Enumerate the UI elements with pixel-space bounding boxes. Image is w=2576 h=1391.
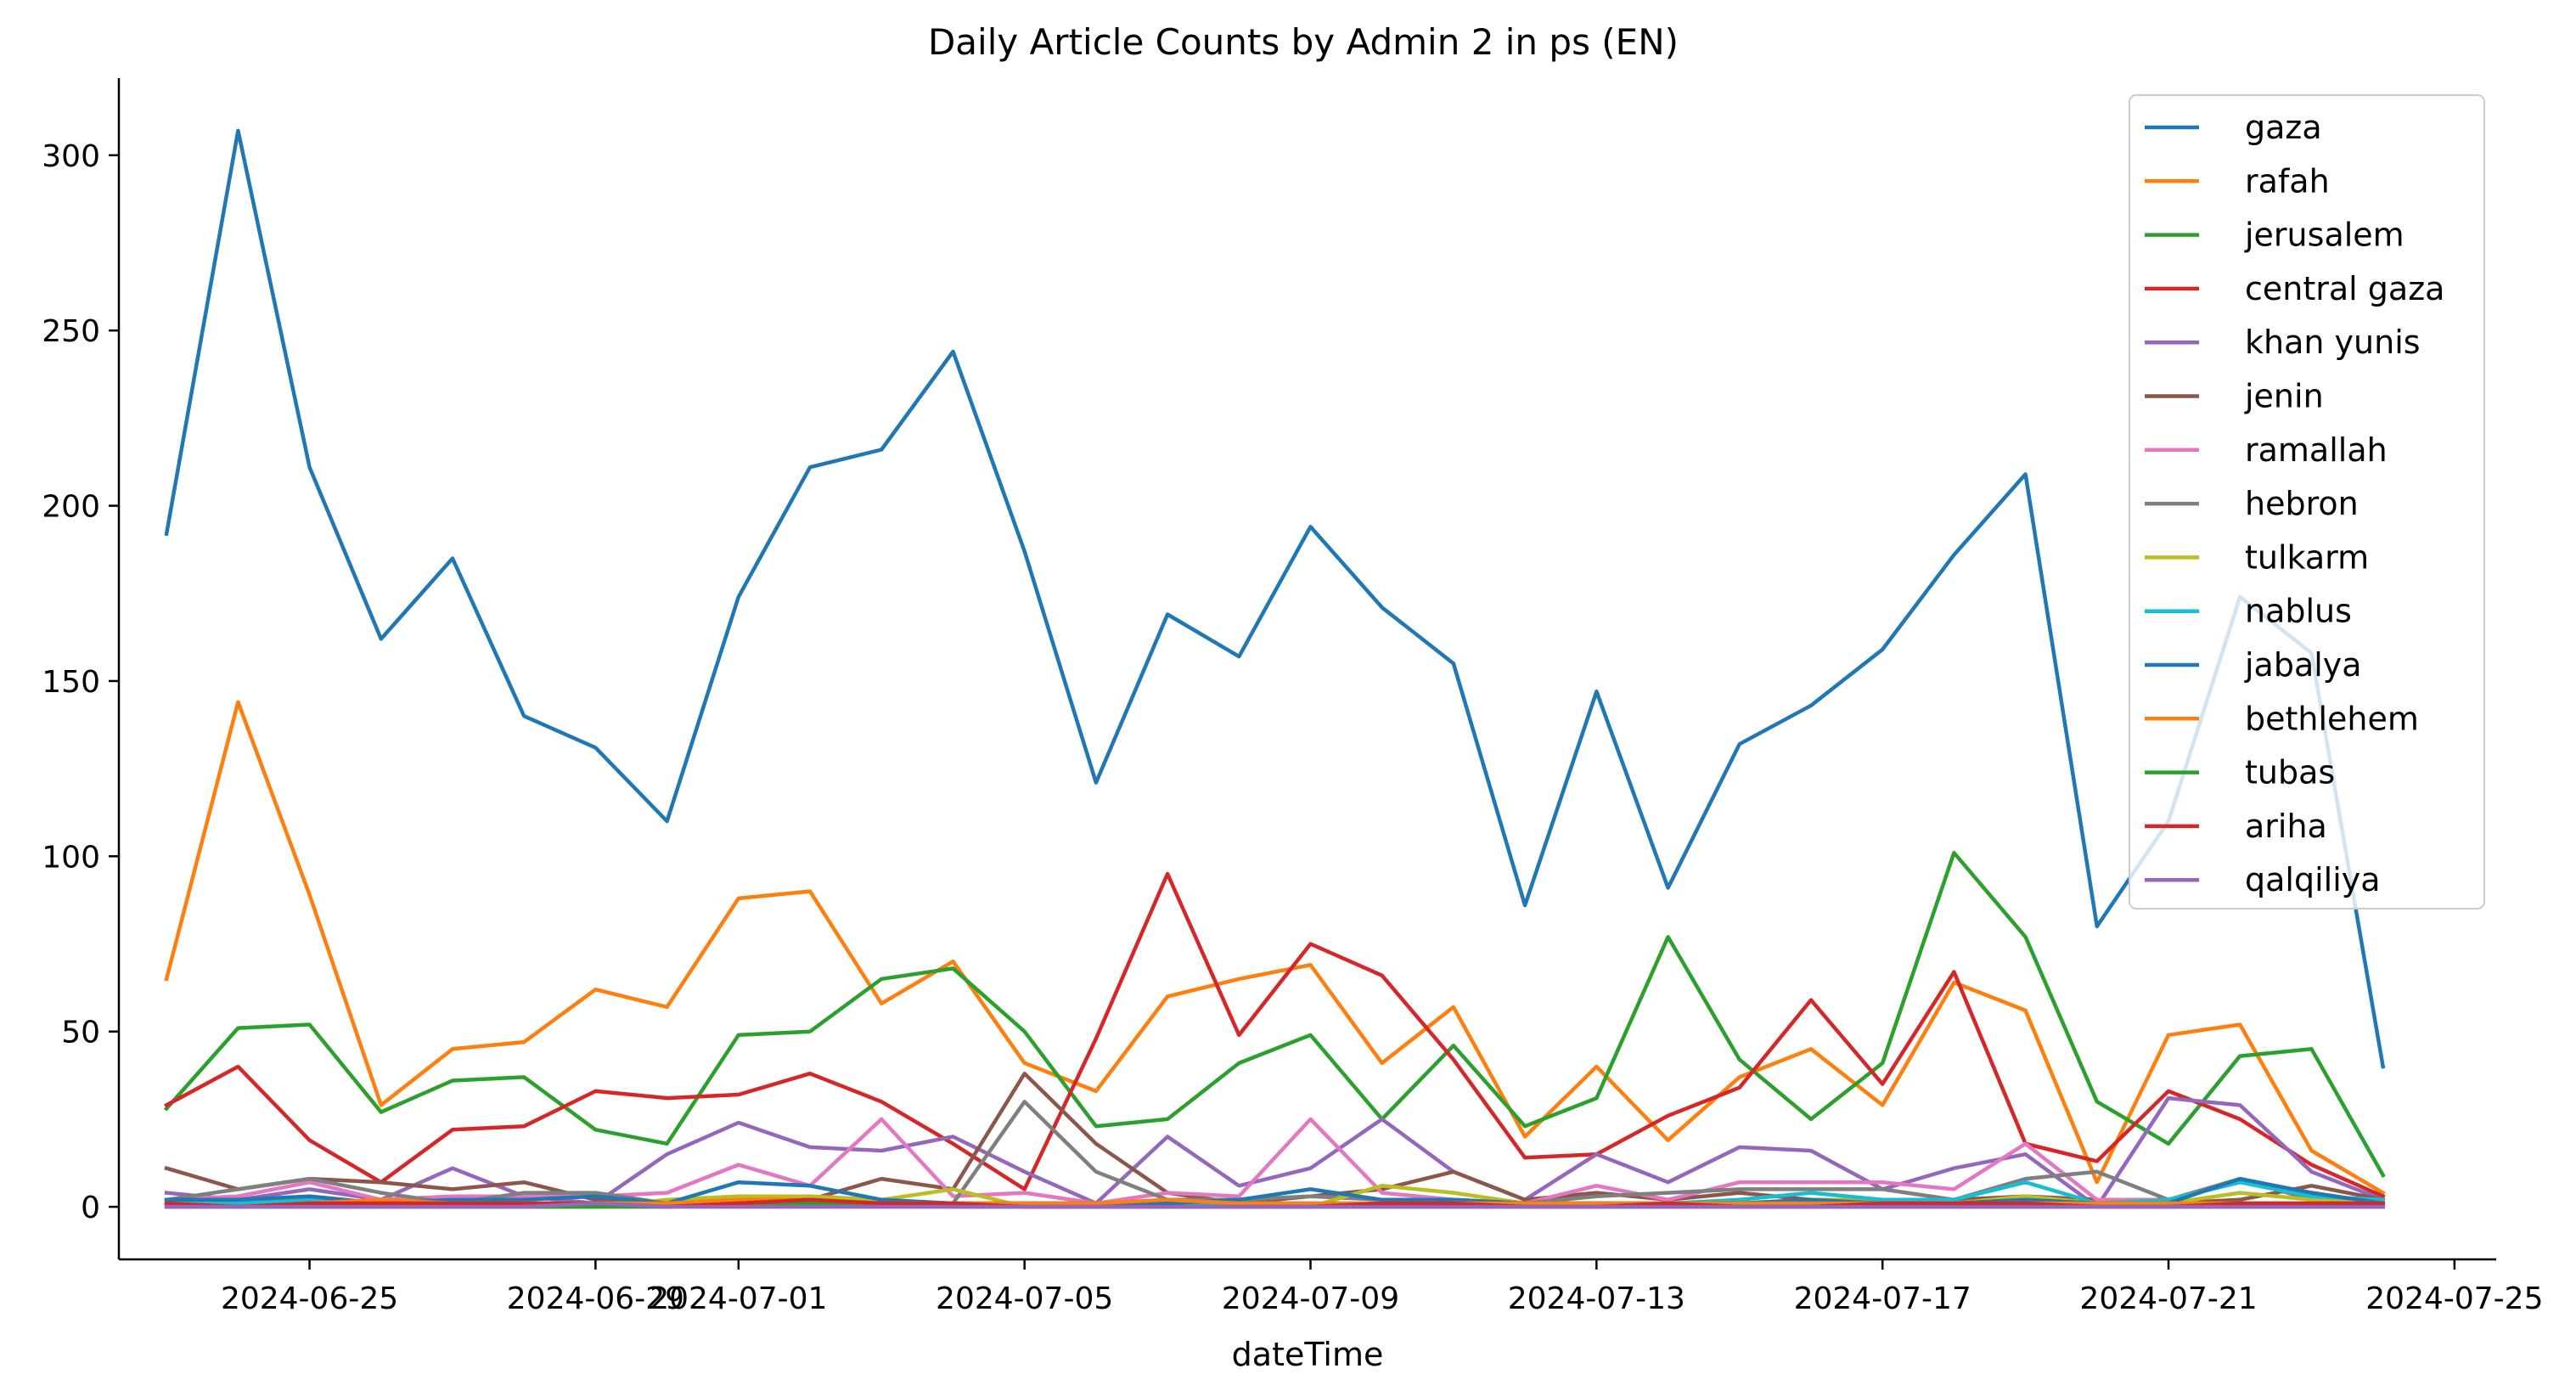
legend-label: jenin [2244, 378, 2324, 415]
legend-label: nablus [2245, 593, 2352, 630]
x-tick-label: 2024-07-21 [2079, 1281, 2257, 1316]
x-tick-label: 2024-07-25 [2365, 1281, 2543, 1316]
legend-label: khan yunis [2245, 324, 2421, 361]
y-tick-label: 0 [81, 1191, 100, 1225]
legend-label: rafah [2245, 162, 2330, 200]
legend-label: jabalya [2244, 646, 2362, 684]
series-line-gaza [164, 128, 2386, 1069]
legend-label: central gaza [2245, 270, 2444, 307]
legend-label: hebron [2245, 485, 2359, 522]
legend-label: jerusalem [2244, 217, 2404, 254]
y-tick-label: 200 [42, 490, 100, 525]
legend-box [2129, 94, 2485, 910]
legend-items: gaza rafah jerusalem central gaza khan yunis… [2145, 109, 2444, 898]
x-tick-label: 2024-07-13 [1508, 1281, 1685, 1316]
series-line-qalqiliya [164, 1201, 2385, 1209]
legend: gaza rafah jerusalem central gaza khan yunis… [2129, 94, 2485, 910]
series-line-central-gaza [164, 871, 2386, 1199]
series-line-jenin [164, 1071, 2386, 1206]
x-tick-label: 2024-07-01 [650, 1281, 827, 1316]
legend-label: tulkarm [2245, 538, 2369, 576]
legend-label: gaza [2245, 109, 2322, 146]
y-tick-label: 300 [42, 139, 100, 174]
legend-label: ramallah [2245, 431, 2388, 469]
series-line-ramallah [164, 1117, 2386, 1206]
legend-label: tubas [2245, 754, 2335, 791]
x-axis-label: dateTime [1232, 1336, 1384, 1373]
y-tick-label: 50 [61, 1016, 100, 1050]
y-axis-ticks: 0 50 100 150 200 250 300 [42, 139, 119, 1225]
x-tick-label: 2024-07-05 [936, 1281, 1113, 1316]
series-line-rafah [164, 700, 2386, 1196]
legend-label: qalqiliya [2245, 861, 2381, 898]
chart-title: Daily Article Counts by Admin 2 in ps (E… [928, 21, 1679, 63]
series-line-jabalya [164, 1176, 2386, 1206]
series-layer [163, 128, 2386, 1209]
series-line-hebron [164, 1100, 2386, 1206]
legend-label: bethlehem [2245, 700, 2419, 737]
series-line-jerusalem [163, 850, 2386, 1178]
x-tick-label: 2024-07-09 [1222, 1281, 1399, 1316]
legend-label: ariha [2245, 808, 2327, 845]
y-tick-label: 250 [42, 314, 100, 349]
y-tick-label: 100 [42, 840, 100, 875]
y-tick-label: 150 [42, 665, 100, 700]
x-tick-label: 2024-07-17 [1794, 1281, 1971, 1316]
x-tick-label: 2024-06-25 [221, 1281, 398, 1316]
x-tick-label: 2024-06-29 [507, 1281, 684, 1316]
